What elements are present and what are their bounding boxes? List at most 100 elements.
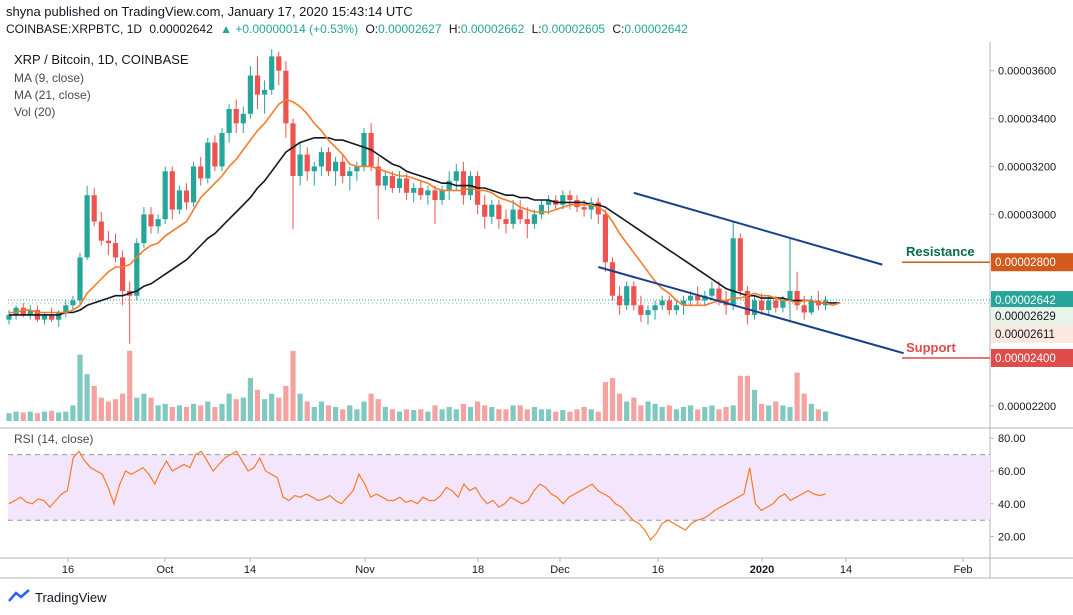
volume-bar xyxy=(77,354,83,421)
rsi-tick-label: 80.00 xyxy=(998,433,1026,445)
volume-bar xyxy=(425,411,431,421)
candle-body xyxy=(276,56,282,71)
volume-bar xyxy=(148,397,154,421)
volume-bar xyxy=(673,409,679,421)
price-label-box xyxy=(991,348,1073,367)
volume-bar xyxy=(453,409,459,421)
candle-body xyxy=(702,295,708,301)
volume-bar xyxy=(162,403,168,421)
candle-body xyxy=(439,190,445,200)
candle-body xyxy=(680,300,687,306)
volume-bar xyxy=(780,405,786,421)
volume-bar xyxy=(496,409,502,421)
volume-bar xyxy=(588,409,594,421)
rsi-tick-label: 40.00 xyxy=(998,499,1026,511)
candle-body xyxy=(63,305,69,313)
candle-body xyxy=(503,219,509,224)
time-tick-label: 14 xyxy=(840,564,852,576)
volume-bar xyxy=(240,397,246,421)
volume-bar xyxy=(233,399,239,421)
volume-bar xyxy=(141,393,147,421)
candle-body xyxy=(780,300,786,308)
candle-body xyxy=(347,171,353,177)
volume-bar xyxy=(176,405,182,421)
volume-bar xyxy=(325,405,332,421)
rsi-tick-label: 20.00 xyxy=(998,532,1026,544)
volume-bar xyxy=(744,375,750,421)
volume-bar xyxy=(333,406,339,421)
price-tick-label: 0.00003200 xyxy=(998,161,1056,173)
volume-bar xyxy=(120,393,126,421)
volume-bar xyxy=(183,406,190,421)
volume-bar xyxy=(517,405,523,421)
candle-body xyxy=(283,70,289,124)
candle-body xyxy=(524,219,530,224)
candle-body xyxy=(304,154,310,172)
candle-body xyxy=(794,290,800,306)
volume-bar xyxy=(546,409,552,421)
tradingview-brand[interactable]: TradingView xyxy=(8,589,107,606)
volume-bar xyxy=(645,401,651,421)
volume-bar xyxy=(27,411,33,421)
volume-bar xyxy=(418,409,424,421)
volume-bar xyxy=(808,403,814,421)
candle-body xyxy=(688,295,694,301)
volume-bar xyxy=(716,409,722,421)
time-tick-label: Oct xyxy=(156,564,173,576)
time-tick-label: 2020 xyxy=(750,564,774,576)
candle-body xyxy=(609,262,616,296)
candle-body xyxy=(673,305,679,311)
volume-bar xyxy=(212,406,218,421)
volume-bar xyxy=(446,406,452,421)
volume-bar xyxy=(347,405,353,421)
candle-body xyxy=(425,190,431,196)
price-change: ▲ +0.00000014 (+0.53%) xyxy=(220,22,359,36)
rsi-tick-label: 60.00 xyxy=(998,466,1026,478)
volume-bar xyxy=(609,378,616,421)
volume-bar xyxy=(134,397,140,421)
resistance-label: Resistance xyxy=(906,244,975,259)
volume-bar xyxy=(304,401,310,421)
candle-body xyxy=(134,243,140,296)
volume-bar xyxy=(751,389,758,421)
high-value: 0.00002662 xyxy=(460,22,525,36)
candle-body xyxy=(262,89,268,95)
time-tick-label: Nov xyxy=(355,564,375,576)
volume-bar xyxy=(20,412,26,421)
candle-body xyxy=(269,56,275,90)
volume-bar xyxy=(460,403,466,421)
volume-bar xyxy=(63,411,69,421)
open-value: 0.00002627 xyxy=(378,22,442,36)
candle-body xyxy=(418,188,424,196)
candle-body xyxy=(361,132,367,167)
candle-body xyxy=(617,295,623,306)
brand-name: TradingView xyxy=(35,590,107,605)
volume-bar xyxy=(801,393,807,421)
candle-body xyxy=(737,238,743,291)
candle-body xyxy=(546,199,552,205)
candle-body xyxy=(70,300,76,306)
volume-bar xyxy=(127,350,133,421)
candle-body xyxy=(318,152,324,167)
candle-body xyxy=(538,204,545,215)
volume-bar xyxy=(247,378,253,421)
candle-body xyxy=(581,207,587,210)
price-label-box xyxy=(991,307,1073,326)
time-tick-label: 16 xyxy=(652,564,664,576)
candle-body xyxy=(560,195,566,205)
candle-body xyxy=(595,202,601,215)
candle-body xyxy=(77,257,83,301)
volume-bar xyxy=(702,406,708,421)
price-tick-label: 0.00003000 xyxy=(998,209,1056,221)
volume-bar xyxy=(652,403,658,421)
candle-body xyxy=(652,305,658,311)
volume-bar xyxy=(766,405,772,421)
volume-bar xyxy=(567,411,573,421)
candle-body xyxy=(574,199,580,208)
candle-body xyxy=(460,171,466,196)
volume-bar xyxy=(396,411,403,421)
candle-body xyxy=(84,195,90,258)
candle-body xyxy=(20,307,26,315)
candle-body xyxy=(588,202,594,210)
candle-body xyxy=(49,314,55,320)
